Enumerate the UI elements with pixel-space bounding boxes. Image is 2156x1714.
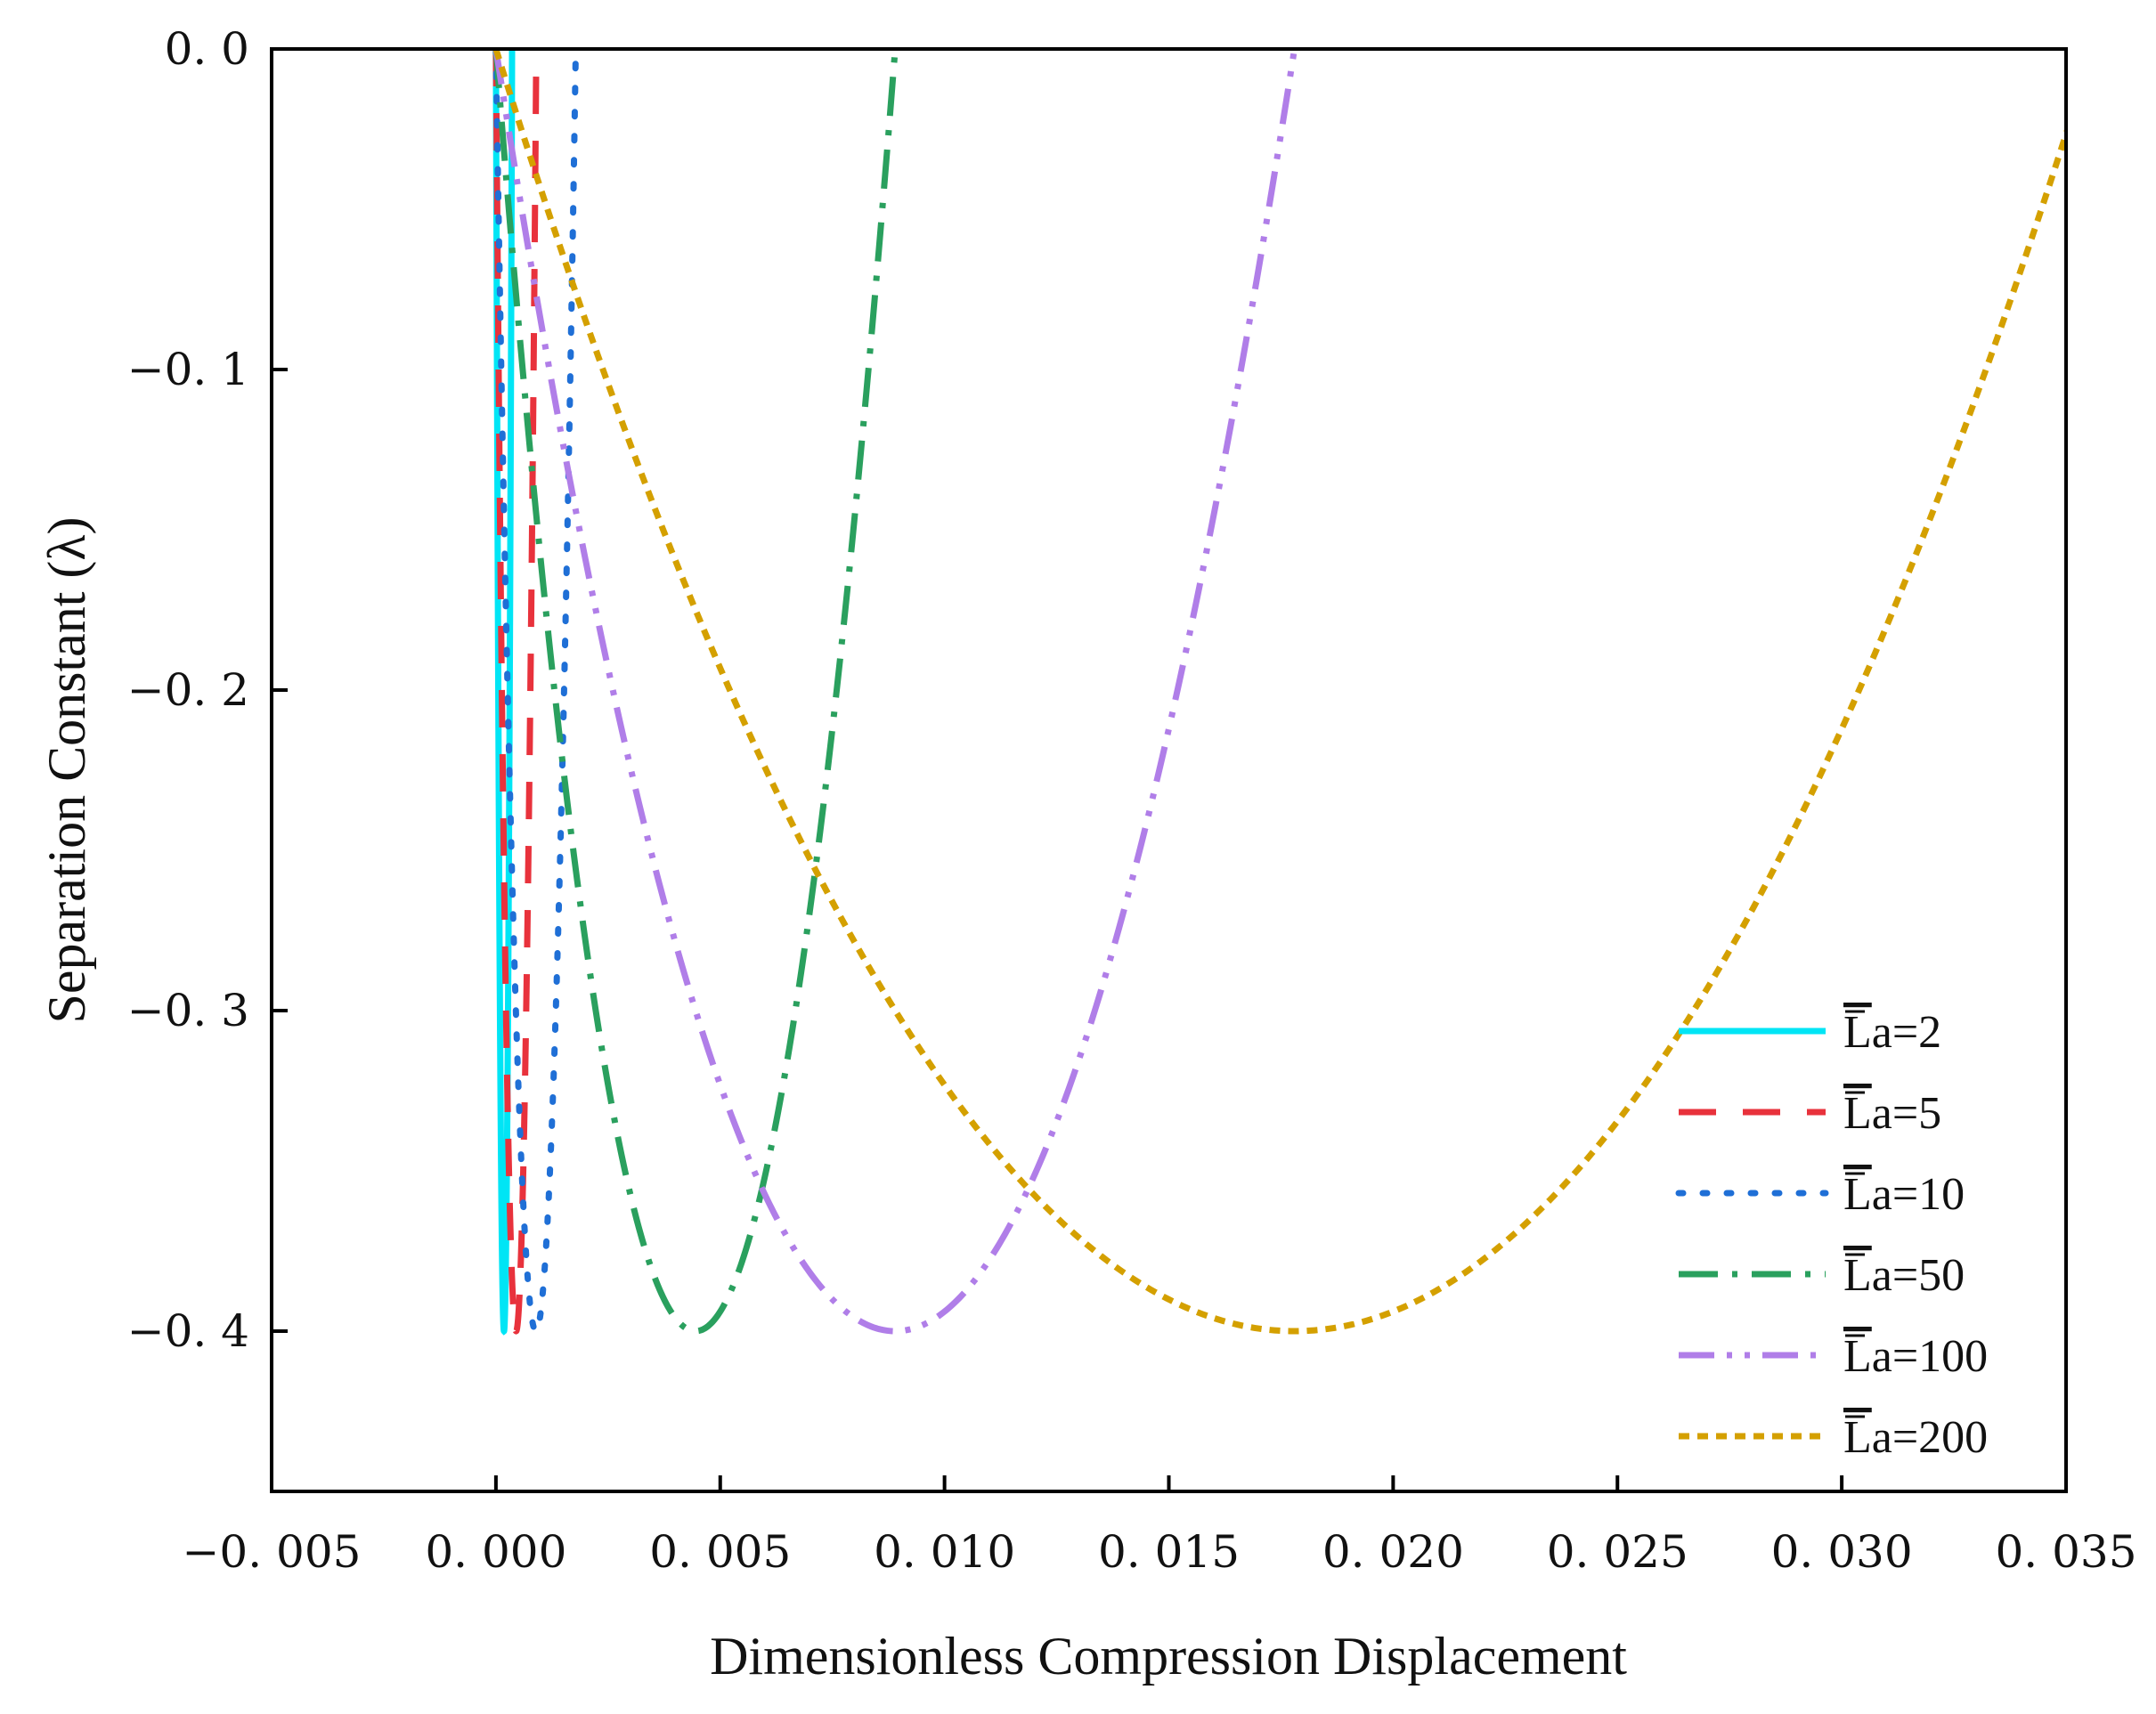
x-tick-label: 0. 030 (1771, 1526, 1913, 1578)
series-layer (492, 49, 2066, 1336)
series-line-la-5 (492, 49, 540, 1335)
legend-label: La=200 (1843, 1412, 1988, 1463)
series-line-la-2 (492, 49, 516, 1336)
x-tick-label: 0. 025 (1547, 1526, 1688, 1578)
legend-label-rest: a=5 (1872, 1088, 1941, 1139)
x-tick-label: 0. 005 (649, 1526, 791, 1578)
x-tick-label: −0. 005 (183, 1526, 362, 1578)
y-axis-title: Separation Constant (λ) (37, 517, 96, 1024)
legend-label-overlined: L (1843, 1169, 1872, 1220)
legend-label: La=2 (1843, 1007, 1941, 1058)
x-tick-label: 0. 015 (1098, 1526, 1240, 1578)
legend-label-rest: a=2 (1872, 1007, 1941, 1058)
legend-label-rest: a=10 (1872, 1169, 1965, 1220)
series-line-la-100 (492, 49, 1298, 1335)
series-line-la-50 (492, 49, 899, 1335)
legend-label-rest: a=50 (1872, 1250, 1965, 1301)
y-axis: 0. 0 −0. 1 −0. 2 −0. 3 −0. 4 (127, 23, 288, 1357)
y-tick-label: −0. 1 (127, 344, 249, 395)
legend-label: La=100 (1843, 1331, 1988, 1382)
legend-label: La=5 (1843, 1088, 1941, 1139)
series-line-la-200 (492, 49, 2066, 1335)
x-tick-label: 0. 035 (1995, 1526, 2136, 1578)
legend-label: La=50 (1843, 1250, 1965, 1301)
legend-label-overlined: L (1843, 1412, 1872, 1463)
x-tick-label: 0. 010 (874, 1526, 1015, 1578)
legend-label-rest: a=100 (1872, 1331, 1988, 1382)
x-axis-title: Dimensionless Compression Displacement (710, 1627, 1627, 1686)
plot-frame (270, 47, 2068, 1493)
legend-label-overlined: L (1843, 1331, 1872, 1382)
x-tick-label: 0. 000 (425, 1526, 566, 1578)
y-tick-label: 0. 0 (165, 23, 249, 75)
x-tick-label: 0. 020 (1322, 1526, 1464, 1578)
legend-label-overlined: L (1843, 1250, 1872, 1301)
y-tick-label: −0. 2 (127, 664, 249, 716)
y-tick-label: −0. 3 (127, 985, 249, 1036)
legend-label-rest: a=200 (1872, 1412, 1988, 1463)
legend-label: La=10 (1843, 1169, 1965, 1220)
legend-label-overlined: L (1843, 1007, 1872, 1058)
x-axis: −0. 005 0. 000 0. 005 0. 010 0. 015 0. 020 0. … (183, 1475, 2137, 1578)
y-tick-label: −0. 4 (127, 1305, 249, 1357)
legend-label-overlined: L (1843, 1088, 1872, 1139)
